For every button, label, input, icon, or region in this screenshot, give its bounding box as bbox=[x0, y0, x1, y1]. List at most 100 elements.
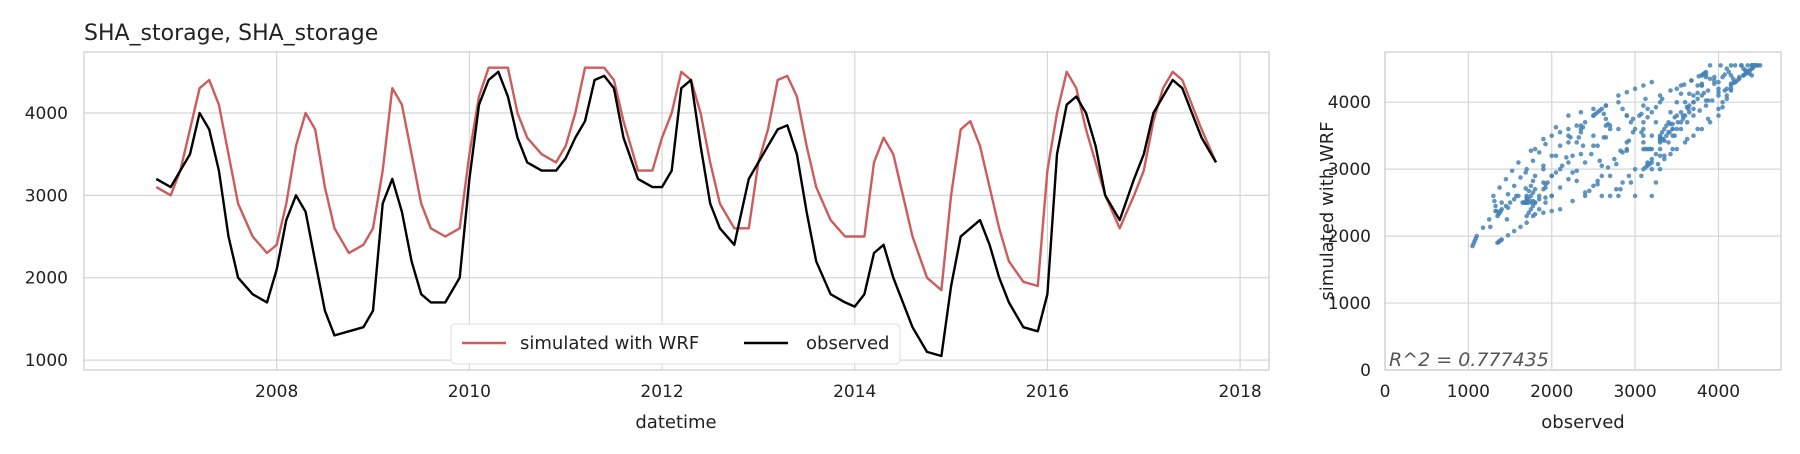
scatter-point bbox=[1703, 103, 1709, 108]
scatter-point bbox=[1599, 163, 1605, 169]
scatter-point bbox=[1718, 63, 1723, 68]
scatter-points bbox=[1470, 63, 1763, 249]
scatter-point bbox=[1720, 104, 1725, 110]
scatter-point bbox=[1712, 81, 1717, 87]
scatter-point bbox=[1728, 83, 1734, 88]
scatter-point bbox=[1657, 93, 1663, 98]
scatter-point bbox=[1696, 74, 1701, 79]
scatter-point bbox=[1549, 173, 1554, 179]
scatter-point bbox=[1741, 73, 1746, 78]
scatter-point bbox=[1716, 89, 1721, 95]
scatter-point bbox=[1526, 210, 1532, 215]
scatter-point bbox=[1582, 193, 1588, 199]
scatter-point bbox=[1591, 106, 1596, 112]
scatter-point bbox=[1559, 163, 1565, 169]
scatter-x-tick-label: 1000 bbox=[1447, 382, 1490, 402]
scatter-point bbox=[1664, 133, 1669, 138]
scatter-point bbox=[1495, 240, 1500, 246]
scatter-point bbox=[1599, 173, 1605, 179]
scatter-point bbox=[1523, 186, 1528, 191]
scatter-point bbox=[1557, 143, 1563, 148]
scatter-point bbox=[1641, 146, 1646, 152]
scatter-point bbox=[1639, 173, 1644, 179]
scatter-point bbox=[1568, 135, 1573, 140]
scatter-point bbox=[1749, 73, 1755, 78]
scatter-point bbox=[1707, 120, 1713, 125]
scatter-point bbox=[1695, 83, 1700, 88]
scatter-point bbox=[1639, 111, 1644, 117]
scatter-point bbox=[1641, 133, 1646, 138]
scatter-point bbox=[1549, 208, 1554, 214]
scatter-point bbox=[1674, 99, 1680, 105]
scatter-point bbox=[1649, 133, 1655, 138]
scatter-point bbox=[1726, 69, 1732, 75]
scatter-point bbox=[1503, 176, 1509, 182]
scatter-point bbox=[1591, 183, 1596, 189]
scatter-point bbox=[1599, 193, 1605, 199]
scatter-point bbox=[1541, 166, 1546, 172]
scatter-point bbox=[1666, 140, 1671, 145]
scatter-point bbox=[1641, 83, 1646, 88]
scatter-point bbox=[1657, 146, 1663, 152]
scatter-point bbox=[1659, 136, 1665, 142]
scatter-point bbox=[1616, 93, 1621, 98]
scatter-point bbox=[1599, 106, 1605, 112]
scatter-y-tick-label: 1000 bbox=[1328, 294, 1371, 314]
scatter-point bbox=[1566, 140, 1571, 145]
scatter-point bbox=[1543, 200, 1548, 205]
scatter-point bbox=[1678, 110, 1684, 115]
scatter-point bbox=[1668, 88, 1673, 93]
main-x-tick-label: 2012 bbox=[640, 382, 683, 402]
scatter-point bbox=[1553, 153, 1559, 159]
scatter-point bbox=[1678, 126, 1684, 132]
scatter-point bbox=[1689, 78, 1694, 83]
scatter-point bbox=[1703, 69, 1709, 75]
scatter-point bbox=[1532, 146, 1538, 152]
scatter-point bbox=[1649, 193, 1655, 199]
scatter-point bbox=[1632, 86, 1638, 92]
scatter-point bbox=[1518, 175, 1523, 180]
scatter-point bbox=[1649, 166, 1655, 172]
scatter-point bbox=[1601, 135, 1607, 140]
scatter-x-tick-label: 4000 bbox=[1697, 382, 1740, 402]
scatter-point bbox=[1730, 76, 1736, 82]
scatter-point bbox=[1514, 193, 1519, 199]
scatter-point bbox=[1601, 111, 1607, 117]
scatter-point bbox=[1684, 136, 1690, 142]
scatter-point bbox=[1614, 161, 1619, 167]
scatter-point bbox=[1589, 151, 1594, 157]
scatter-point bbox=[1670, 126, 1675, 132]
scatter-grid bbox=[1384, 52, 1781, 371]
main-y-tick-label: 4000 bbox=[25, 104, 68, 124]
scatter-point bbox=[1705, 88, 1711, 93]
scatter-point bbox=[1509, 168, 1515, 174]
scatter-point bbox=[1570, 153, 1575, 159]
scatter-point bbox=[1753, 63, 1759, 68]
scatter-point bbox=[1716, 86, 1721, 92]
scatter-point bbox=[1566, 113, 1571, 118]
scatter-point bbox=[1587, 188, 1592, 194]
scatter-point bbox=[1732, 63, 1738, 68]
scatter-point bbox=[1745, 63, 1750, 68]
scatter-point bbox=[1541, 210, 1546, 215]
scatter-point bbox=[1578, 130, 1584, 135]
scatter-point bbox=[1716, 79, 1721, 85]
scatter-point bbox=[1649, 156, 1655, 162]
scatter-point bbox=[1528, 148, 1534, 153]
scatter-point bbox=[1662, 153, 1667, 159]
scatter-point bbox=[1639, 130, 1644, 135]
scatter-ylabel: simulated with WRF bbox=[1317, 121, 1338, 300]
main-x-tick-label: 2018 bbox=[1218, 382, 1261, 402]
scatter-point bbox=[1616, 126, 1621, 132]
scatter-point bbox=[1674, 86, 1680, 92]
scatter-x-tick-label: 3000 bbox=[1613, 382, 1656, 402]
scatter-point bbox=[1505, 205, 1511, 210]
scatter-point bbox=[1574, 123, 1579, 128]
scatter-point bbox=[1557, 207, 1563, 212]
scatter-point bbox=[1655, 161, 1661, 167]
scatter-point bbox=[1607, 173, 1613, 179]
scatter-point bbox=[1499, 200, 1504, 205]
scatter-point bbox=[1699, 83, 1705, 88]
scatter-point bbox=[1641, 166, 1646, 172]
